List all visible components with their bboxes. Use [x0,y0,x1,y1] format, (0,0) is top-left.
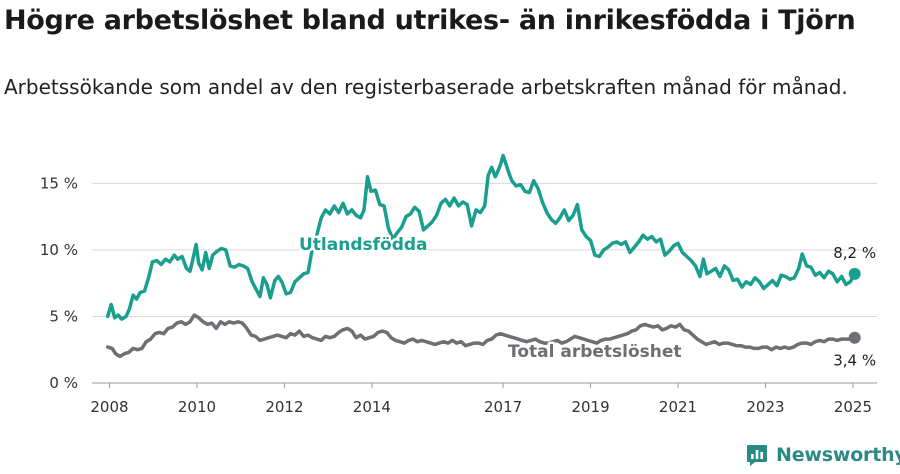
brand-logo: Newsworthy [745,441,900,469]
series-label-utlandsfodda: Utlandsfödda [299,235,428,255]
x-axis-ticks: 2008 2010 2012 2014 2017 2019 2021 2023 2025 [90,383,872,416]
y-tick-label: 15 % [40,174,78,192]
end-label-utlandsfodda: 8,2 % [833,244,876,262]
x-tick-label: 2023 [746,398,784,416]
end-label-total: 3,4 % [833,352,876,370]
x-tick-label: 2010 [178,398,216,416]
chart-title: Högre arbetslöshet bland utrikes- än inr… [4,5,856,36]
end-point-total [848,331,861,344]
y-tick-label: 5 % [49,307,78,325]
x-tick-label: 2019 [571,398,609,416]
series-line-utlandsfodda [105,153,857,321]
gridlines [92,182,877,384]
brand-name: Newsworthy [776,444,900,466]
x-tick-label: 2008 [90,398,128,416]
newsworthy-logo-icon [747,445,767,466]
y-tick-label: 10 % [40,241,78,259]
y-tick-label: 0 % [49,374,78,392]
x-tick-label: 2012 [265,398,303,416]
y-axis-ticks: 0 % 5 % 10 % 15 % [40,174,78,392]
x-tick-label: 2025 [834,398,872,416]
end-point-utlandsfodda [848,267,861,280]
series-labels: 8,2 % 3,4 % Utlandsfödda Total arbetslöshet [297,233,877,370]
x-tick-label: 2014 [353,398,391,416]
x-tick-label: 2021 [659,398,697,416]
series-label-total: Total arbetslöshet [508,342,682,362]
x-tick-label: 2017 [484,398,522,416]
series-line-total [105,313,857,359]
series-lines [105,153,861,359]
chart-subtitle: Arbetssökande som andel av den registerb… [4,75,848,99]
